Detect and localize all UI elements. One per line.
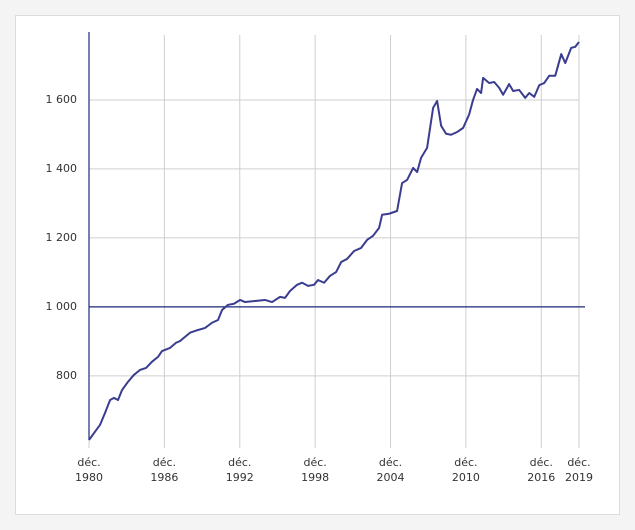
x-tick-label: déc. 2019 [564, 456, 593, 484]
x-tick-label: déc. 2004 [376, 456, 405, 484]
x-tick-label: déc. 2010 [451, 456, 480, 484]
y-tick-label: 800 [56, 369, 77, 382]
y-tick-label: 1 600 [46, 93, 78, 106]
x-tick-label: déc. 1998 [301, 456, 330, 484]
x-tick-label: déc. 1980 [75, 456, 103, 484]
x-tick-label: déc. 1986 [150, 456, 179, 484]
y-tick-label: 1 400 [46, 162, 78, 175]
x-tick-label: déc. 1992 [225, 456, 254, 484]
y-tick-label: 1 200 [46, 231, 78, 244]
data-line [88, 41, 580, 441]
x-tick-label: déc. 2016 [527, 456, 556, 484]
chart-panel [15, 15, 620, 515]
y-tick-label: 1 000 [46, 300, 78, 313]
